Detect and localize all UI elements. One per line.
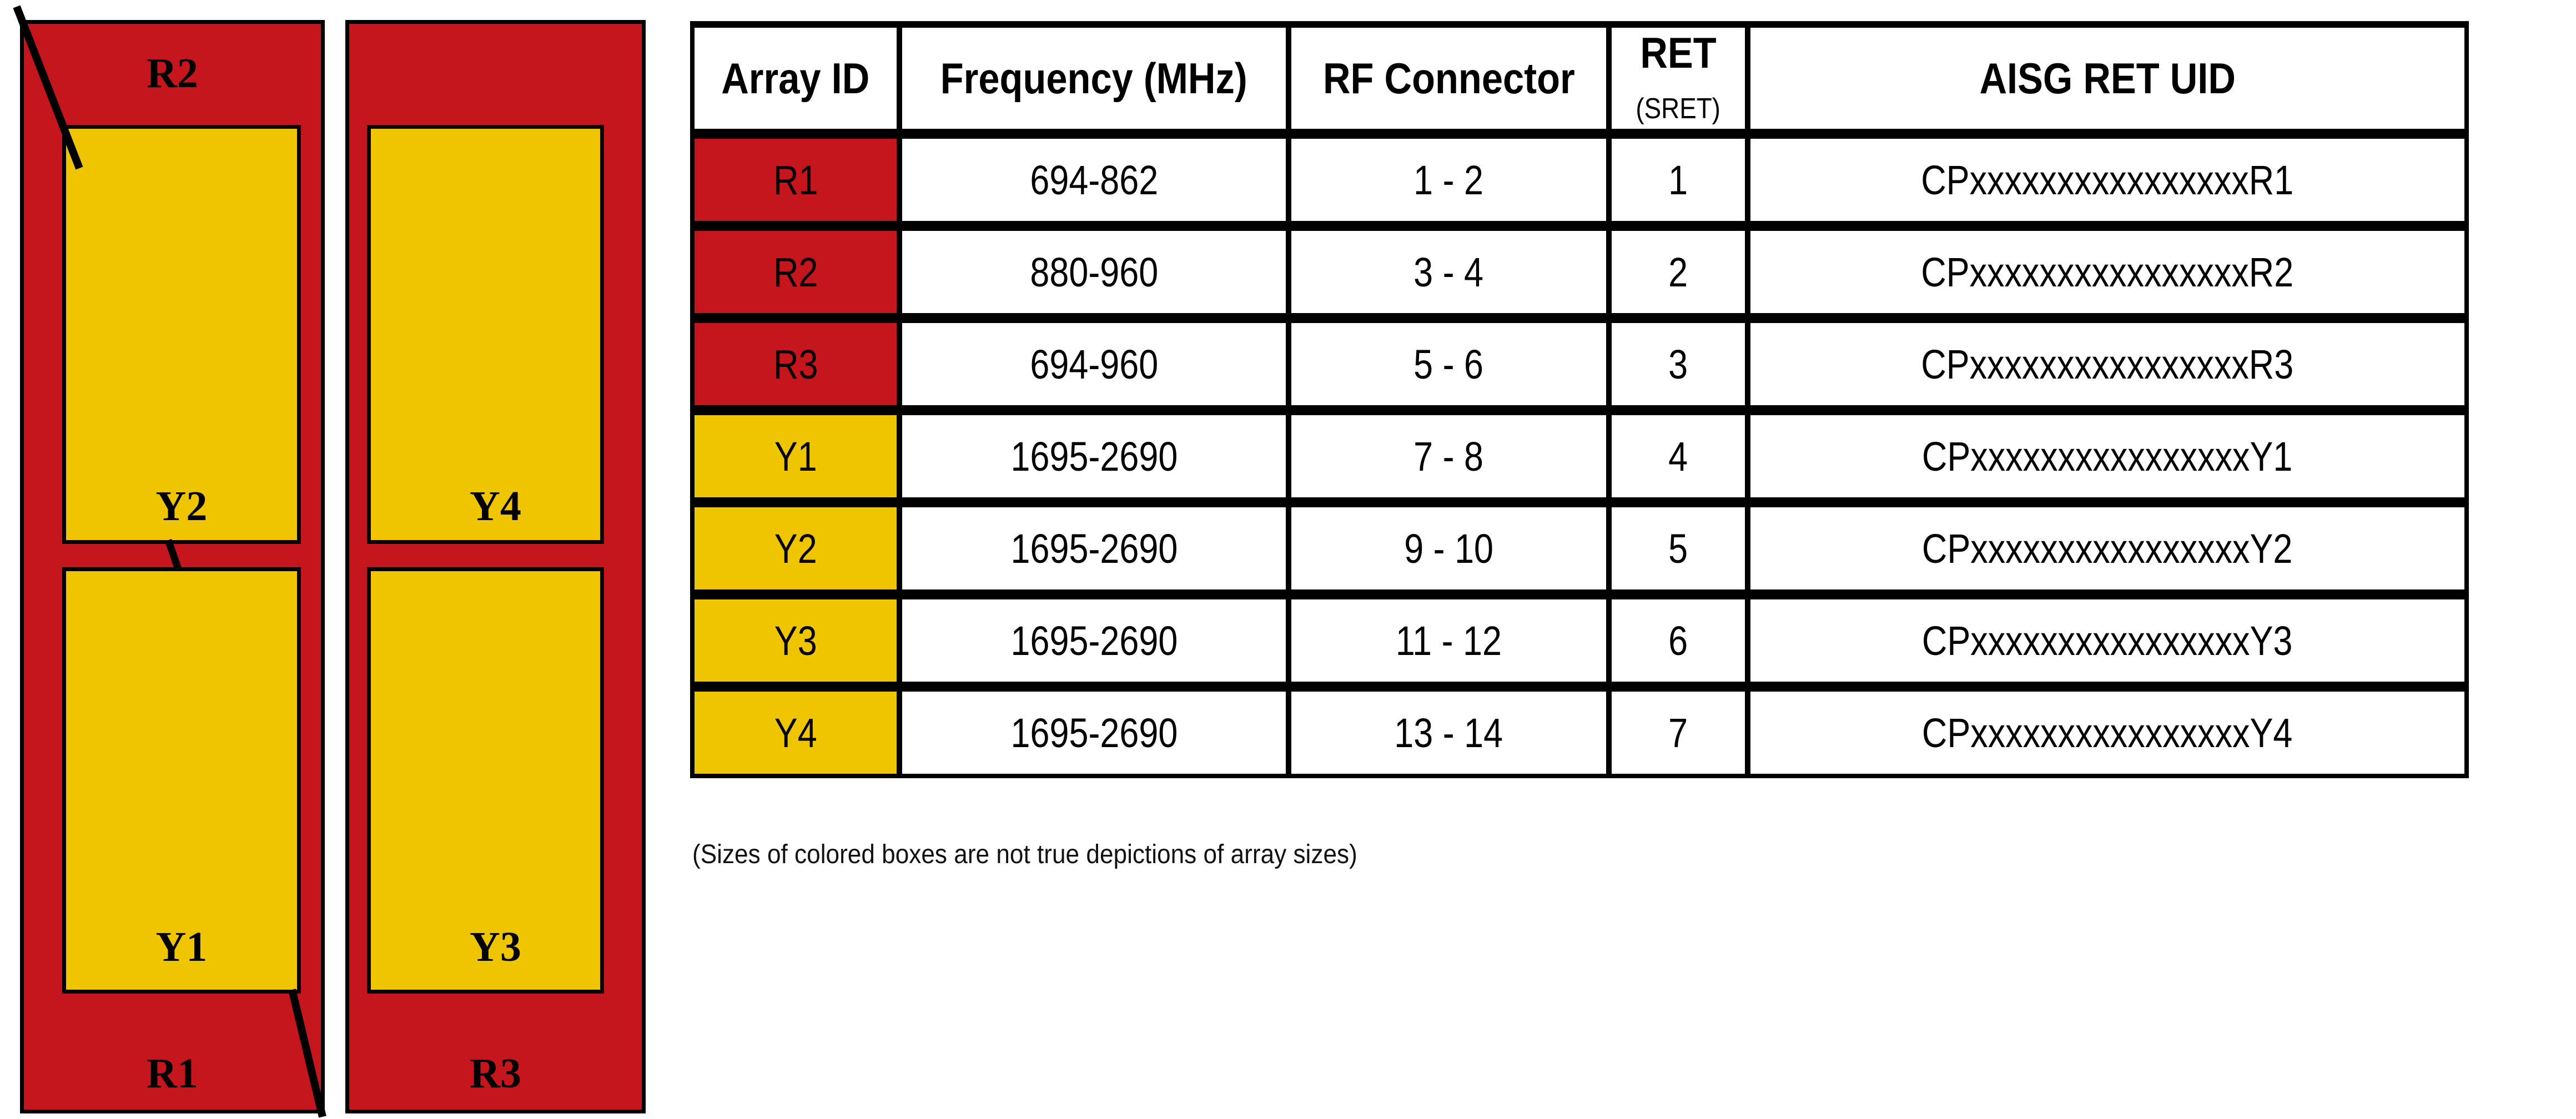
array-id-cell: R1: [690, 129, 902, 231]
panel1-bottom-label: R1: [147, 1050, 198, 1097]
rf-connector-cell: 9 - 10: [1286, 497, 1612, 599]
ret-cell: 5: [1606, 497, 1750, 599]
aisg-uid-cell: CPxxxxxxxxxxxxxxxxY4: [1745, 682, 2469, 778]
frequency-cell: 1695-2690: [897, 405, 1291, 507]
array-box-y1: [62, 567, 301, 994]
array-id-cell: Y3: [690, 589, 902, 692]
array-box-y2: [62, 125, 301, 544]
array-id-cell: R2: [690, 221, 902, 323]
frequency-cell: 1695-2690: [897, 589, 1291, 692]
header-row: Array ID Frequency (MHz) RF Connector RE…: [690, 21, 2469, 139]
size-disclaimer-caption: (Sizes of colored boxes are not true dep…: [692, 840, 1357, 869]
rf-connector-cell: 1 - 2: [1286, 129, 1612, 231]
ret-cell: 1: [1606, 129, 1750, 231]
ret-cell: 6: [1606, 589, 1750, 692]
table-row-r2: R2 880-960 3 - 4 2 CPxxxxxxxxxxxxxxxxR2: [690, 221, 2469, 323]
header-ret: RET (SRET): [1606, 21, 1750, 139]
array-id-cell: Y2: [690, 497, 902, 599]
aisg-uid-cell: CPxxxxxxxxxxxxxxxxY1: [1745, 405, 2469, 507]
ret-cell: 3: [1606, 313, 1750, 415]
array-id-cell: Y4: [690, 682, 902, 778]
rf-connector-cell: 5 - 6: [1286, 313, 1612, 415]
array-label-y1: Y1: [155, 924, 208, 970]
table-row-y4: Y4 1695-2690 13 - 14 7 CPxxxxxxxxxxxxxxx…: [690, 682, 2469, 778]
aisg-uid-cell: CPxxxxxxxxxxxxxxxxY2: [1745, 497, 2469, 599]
rf-connector-cell: 13 - 14: [1286, 682, 1612, 778]
array-box-y3: [367, 567, 604, 994]
table-row-y1: Y1 1695-2690 7 - 8 4 CPxxxxxxxxxxxxxxxxY…: [690, 405, 2469, 507]
header-ret-main: RET: [1640, 28, 1717, 77]
panel1-top-label: R2: [147, 50, 198, 97]
header-aisg-uid: AISG RET UID: [1745, 21, 2469, 139]
aisg-uid-cell: CPxxxxxxxxxxxxxxxxR2: [1745, 221, 2469, 323]
aisg-uid-cell: CPxxxxxxxxxxxxxxxxR3: [1745, 313, 2469, 415]
rf-connector-cell: 3 - 4: [1286, 221, 1612, 323]
aisg-uid-cell: CPxxxxxxxxxxxxxxxxR1: [1745, 129, 2469, 231]
array-box-y4: [367, 125, 604, 544]
rf-connector-cell: 11 - 12: [1286, 589, 1612, 692]
header-frequency: Frequency (MHz): [897, 21, 1291, 139]
header-rf-connector: RF Connector: [1286, 21, 1612, 139]
frequency-cell: 694-960: [897, 313, 1291, 415]
ret-cell: 4: [1606, 405, 1750, 507]
rf-connector-cell: 7 - 8: [1286, 405, 1612, 507]
array-label-y2: Y2: [155, 483, 208, 530]
frequency-cell: 1695-2690: [897, 497, 1291, 599]
ret-cell: 2: [1606, 221, 1750, 323]
table-row-y3: Y3 1695-2690 11 - 12 6 CPxxxxxxxxxxxxxxx…: [690, 589, 2469, 692]
header-array-id: Array ID: [690, 21, 902, 139]
frequency-cell: 1695-2690: [897, 682, 1291, 778]
array-id-cell: Y1: [690, 405, 902, 507]
array-id-cell: R3: [690, 313, 902, 415]
array-spec-table-wrap: Array ID Frequency (MHz) RF Connector RE…: [690, 21, 2469, 778]
panel2-bottom-label: R3: [470, 1050, 521, 1097]
array-spec-table: Array ID Frequency (MHz) RF Connector RE…: [690, 21, 2469, 778]
frequency-cell: 880-960: [897, 221, 1291, 323]
table-row-y2: Y2 1695-2690 9 - 10 5 CPxxxxxxxxxxxxxxxx…: [690, 497, 2469, 599]
frequency-cell: 694-862: [897, 129, 1291, 231]
ret-cell: 7: [1606, 682, 1750, 778]
table-row-r3: R3 694-960 5 - 6 3 CPxxxxxxxxxxxxxxxxR3: [690, 313, 2469, 415]
table-row-r1: R1 694-862 1 - 2 1 CPxxxxxxxxxxxxxxxxR1: [690, 129, 2469, 231]
aisg-uid-cell: CPxxxxxxxxxxxxxxxxY3: [1745, 589, 2469, 692]
array-label-y3: Y3: [470, 924, 521, 970]
header-ret-sub: (SRET): [1636, 93, 1721, 125]
array-label-y4: Y4: [470, 483, 521, 530]
